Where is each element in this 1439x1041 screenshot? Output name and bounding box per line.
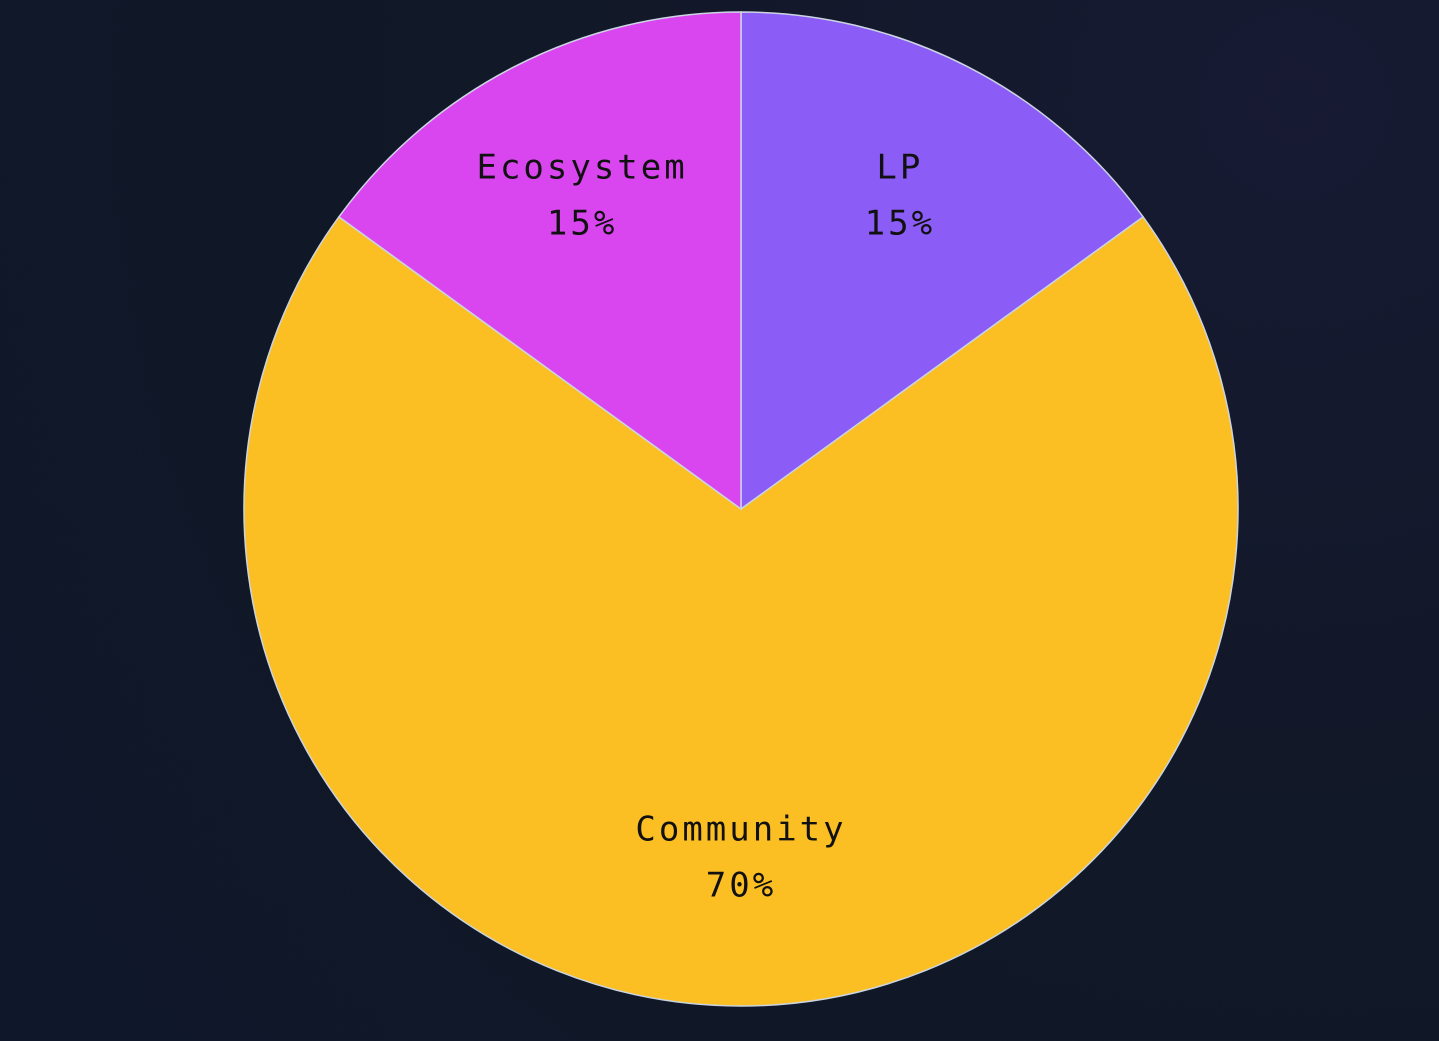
pie-slice [243,215,1239,1007]
slice-value-label: 70% [706,866,776,906]
slice-value-label: 15% [865,204,935,244]
slice-label: LP [876,148,923,188]
pie-slice [337,11,742,511]
slice-label: Ecosystem [476,148,687,188]
pie-slice [740,11,1145,511]
slice-label: Community [635,810,846,850]
slice-value-label: 15% [547,204,617,244]
